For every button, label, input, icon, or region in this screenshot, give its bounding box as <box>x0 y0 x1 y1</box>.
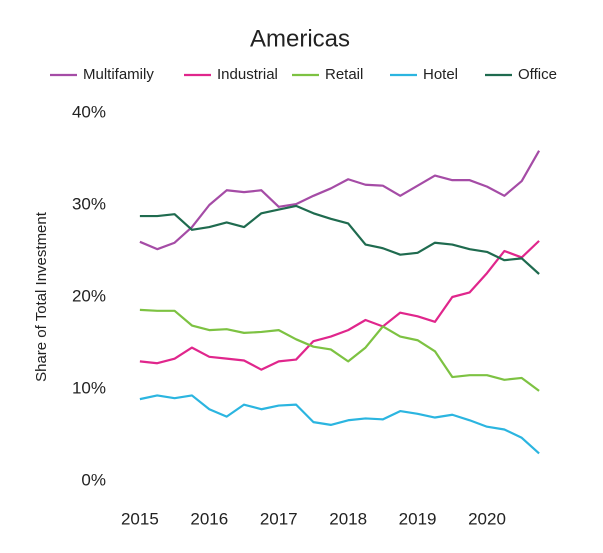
series-line <box>139 204 540 275</box>
series-line <box>139 240 540 371</box>
legend-label: Retail <box>325 66 363 83</box>
y-tick-label: 10% <box>72 378 106 397</box>
x-tick-label: 2020 <box>468 509 506 528</box>
x-tick-label: 2015 <box>121 509 159 528</box>
y-tick-label: 20% <box>72 286 106 305</box>
y-axis-label: Share of Total Investment <box>33 211 50 382</box>
y-tick-label: 0% <box>81 470 106 489</box>
series-line <box>139 308 540 392</box>
legend-label: Office <box>518 66 557 83</box>
x-tick-label: 2016 <box>190 509 228 528</box>
series-line <box>139 150 541 251</box>
x-tick-label: 2019 <box>399 509 437 528</box>
x-tick-label: 2018 <box>329 509 367 528</box>
y-tick-label: 40% <box>72 102 106 121</box>
y-tick-label: 30% <box>72 194 106 213</box>
x-tick-label: 2017 <box>260 509 298 528</box>
legend-label: Industrial <box>217 66 278 83</box>
series-line <box>139 394 540 455</box>
legend-label: Multifamily <box>83 66 154 83</box>
legend-label: Hotel <box>423 66 458 83</box>
chart-title: Americas <box>250 25 350 52</box>
